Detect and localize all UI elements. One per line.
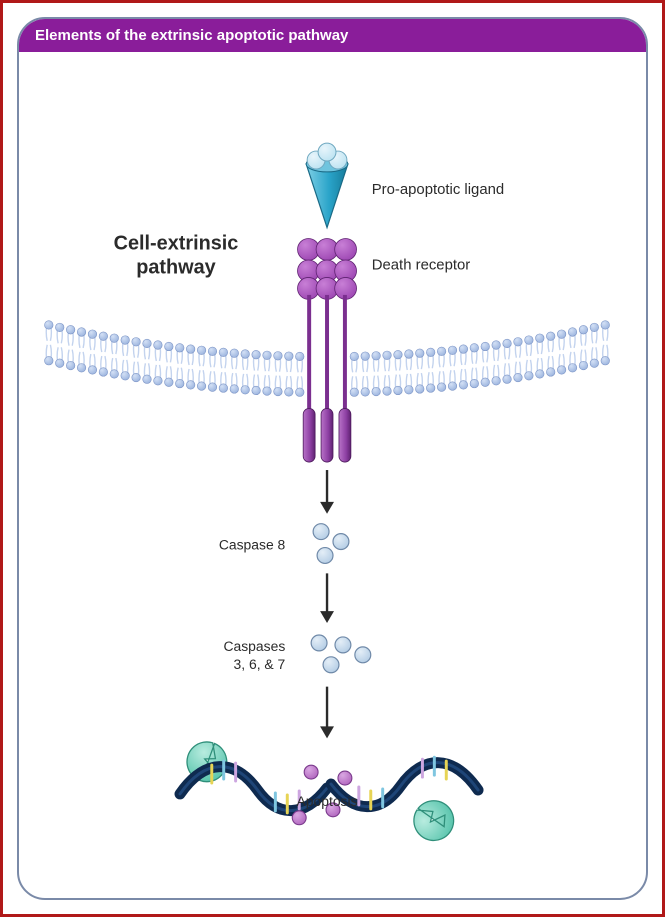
caspase8-label: Caspase 8 xyxy=(219,537,286,553)
ligand-label: Pro-apoptotic ligand xyxy=(372,182,504,198)
death-receptor xyxy=(298,239,357,463)
caspase-8 xyxy=(313,524,349,564)
pathway-svg: Pro-apoptotic ligand Death receptor Cell-e… xyxy=(19,52,646,897)
arrow-icon xyxy=(320,470,334,514)
title-text: Elements of the extrinsic apoptotic path… xyxy=(35,27,348,44)
caspases-3-6-7 xyxy=(311,635,371,673)
apoptosis-label: Apoptosis xyxy=(296,793,357,809)
arrow-icon xyxy=(320,573,334,623)
caspases367-label-2: 3, 6, & 7 xyxy=(234,656,286,672)
pathway-title-2: pathway xyxy=(136,256,215,278)
outer-frame: Elements of the extrinsic apoptotic path… xyxy=(0,0,665,917)
title-bar: Elements of the extrinsic apoptotic path… xyxy=(19,19,646,52)
diagram-panel: Elements of the extrinsic apoptotic path… xyxy=(17,17,648,900)
pro-apoptotic-ligand xyxy=(306,143,348,227)
diagram-canvas: Pro-apoptotic ligand Death receptor Cell-e… xyxy=(19,52,646,897)
caspases367-label: Caspases xyxy=(223,638,285,654)
receptor-label: Death receptor xyxy=(372,257,471,273)
pathway-title: Cell-extrinsic xyxy=(114,232,239,254)
arrow-icon xyxy=(320,687,334,739)
